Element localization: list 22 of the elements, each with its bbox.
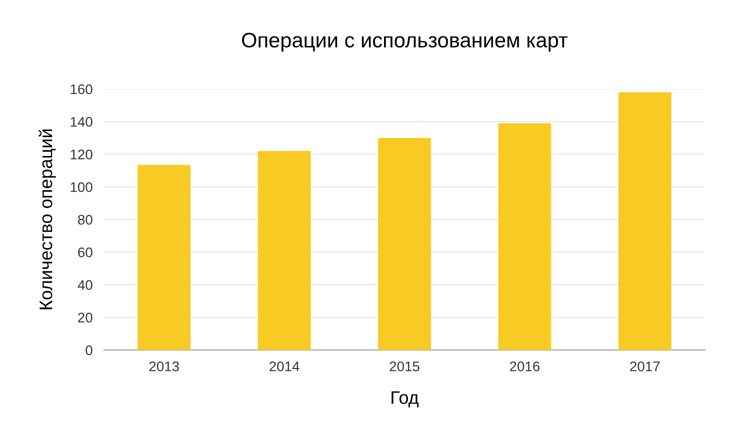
x-tick-label: 2015	[390, 361, 420, 372]
x-axis-title: Год	[392, 391, 419, 408]
bar	[498, 123, 552, 350]
y-tick-label: 100	[70, 182, 92, 192]
y-axis-title: Количество операций	[38, 130, 56, 310]
chart-title: Операции с использованием карт	[242, 32, 568, 52]
y-tick-label: 80	[78, 214, 92, 225]
y-tick-label: 0	[86, 345, 92, 356]
x-tick-label: 2014	[270, 361, 300, 372]
y-tick-label: 40	[78, 280, 92, 290]
y-tick-label: 120	[70, 150, 92, 160]
x-tick-label: 2013	[149, 361, 179, 372]
y-tick-label: 140	[70, 116, 92, 127]
bar	[258, 150, 311, 350]
bar	[138, 164, 191, 350]
x-tick-label: 2016	[510, 361, 540, 372]
y-tick-label: 20	[78, 312, 92, 323]
y-tick-label: 160	[70, 84, 92, 94]
bar	[618, 92, 672, 350]
bar	[378, 138, 431, 350]
y-tick-label: 60	[78, 247, 92, 258]
x-tick-label: 2017	[630, 361, 660, 372]
